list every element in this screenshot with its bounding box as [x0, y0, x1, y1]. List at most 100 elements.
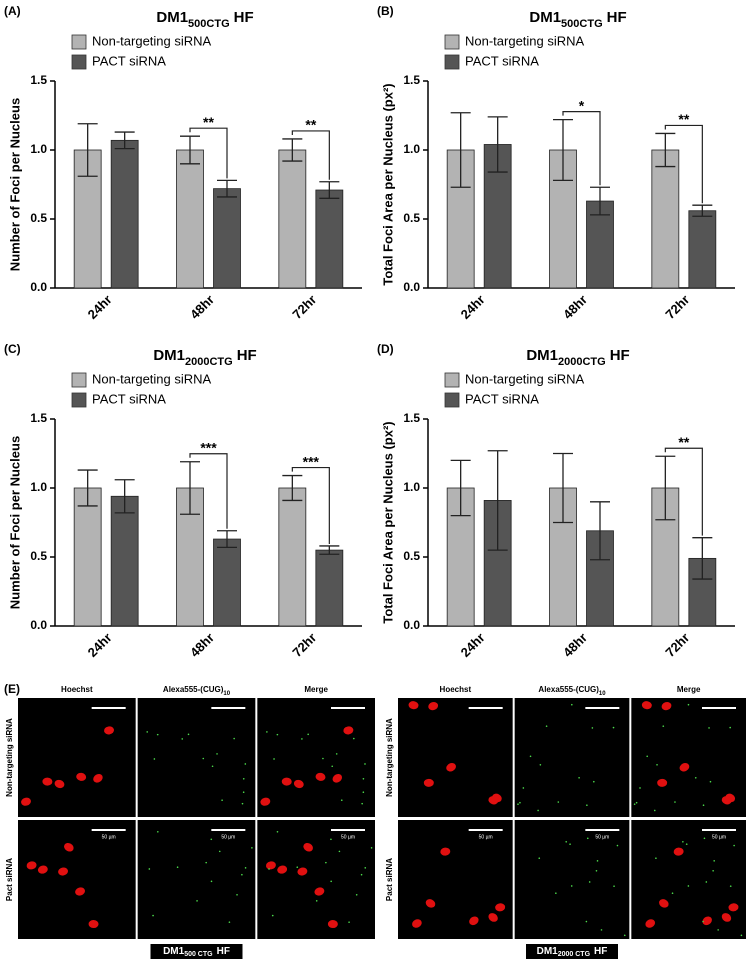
nucleus — [423, 778, 434, 787]
nucleus — [75, 887, 85, 896]
legend-swatch — [71, 54, 87, 70]
foci — [156, 733, 159, 736]
error-bar — [655, 132, 676, 168]
foci — [529, 755, 532, 758]
column-header-text: Alexa555-(CUG) — [538, 685, 599, 694]
foci — [148, 868, 151, 870]
nucleus — [64, 842, 74, 852]
foci — [639, 787, 641, 789]
foci — [228, 921, 231, 923]
error-bar — [217, 179, 237, 198]
nucleus — [728, 903, 739, 912]
y-tick-label: 1.0 — [403, 480, 420, 494]
foci — [153, 758, 156, 760]
row-label: Non-targeting siRNA — [5, 718, 14, 797]
foci — [210, 838, 213, 841]
micrograph — [257, 698, 375, 817]
y-axis-label: Number of Foci per Nucleus — [7, 436, 22, 609]
foci — [708, 727, 710, 729]
panel-label: (A) — [4, 4, 21, 18]
bar — [73, 487, 102, 627]
foci — [241, 873, 243, 876]
error-bar — [553, 452, 573, 524]
y-tick-label: 1.0 — [30, 480, 47, 494]
foci — [338, 850, 341, 853]
foci — [202, 757, 205, 760]
foci — [671, 892, 674, 895]
foci — [276, 733, 279, 736]
foci — [539, 763, 542, 766]
column-header-text: Merge — [677, 685, 701, 694]
nucleus — [54, 779, 65, 789]
foci — [273, 758, 275, 760]
y-tick-label: 0.0 — [30, 280, 47, 294]
foci — [211, 765, 214, 768]
x-tick-label: 72hr — [662, 292, 692, 322]
bar — [315, 549, 344, 627]
nucleus — [428, 701, 439, 711]
foci — [522, 787, 525, 789]
foci — [205, 861, 207, 864]
column-header-text: Alexa555-(CUG) — [163, 685, 224, 694]
error-bar — [319, 545, 340, 555]
chart-title-sub: 500CTG — [561, 18, 603, 30]
nucleus — [408, 701, 419, 710]
bar — [213, 538, 241, 627]
nucleus — [37, 865, 48, 874]
foci — [307, 733, 309, 736]
significance-label: ** — [678, 434, 689, 450]
chart-title: DM1500CTG HF — [529, 9, 626, 30]
chart-title-tail: HF — [237, 347, 257, 364]
nucleus — [412, 919, 422, 928]
nucleus — [673, 847, 684, 856]
micrograph — [514, 820, 630, 939]
micrograph — [18, 820, 136, 939]
foci — [593, 780, 595, 783]
chart-title-sub: 2000CTG — [558, 356, 606, 368]
foci — [662, 725, 665, 727]
scale-label: 50 µm — [221, 834, 235, 840]
column-header-text: Merge — [304, 685, 328, 694]
foci — [218, 850, 221, 853]
chart-title-tail: HF — [234, 9, 254, 26]
foci — [591, 727, 594, 729]
nucleus — [657, 778, 668, 787]
foci — [600, 929, 603, 931]
foci — [703, 837, 706, 840]
foci — [595, 869, 598, 872]
error-bar — [180, 135, 200, 165]
significance-bracket — [664, 447, 703, 536]
y-tick-label: 1.5 — [30, 411, 47, 425]
foci — [569, 843, 571, 845]
foci — [653, 809, 656, 812]
bar — [278, 487, 307, 627]
caption: DM12000 CTG HF — [537, 946, 608, 959]
y-tick-label: 0.0 — [30, 618, 47, 632]
caption-box — [526, 944, 618, 959]
bar — [213, 188, 241, 289]
foci — [216, 753, 218, 755]
x-tick-label: 24hr — [85, 292, 115, 322]
column-header: Hoechst — [440, 685, 472, 694]
caption-main: DM1 — [163, 946, 185, 957]
foci — [565, 840, 568, 843]
nucleus — [332, 773, 343, 783]
chart-title-sub: 2000CTG — [185, 356, 233, 368]
y-tick-label: 0.5 — [30, 211, 47, 225]
panel-label: (D) — [377, 342, 394, 356]
legend-swatch — [444, 54, 460, 70]
foci — [330, 880, 332, 883]
legend-label: PACT siRNA — [465, 53, 539, 68]
foci — [296, 866, 299, 869]
foci — [717, 929, 719, 931]
significance-label: *** — [200, 439, 217, 455]
foci — [322, 757, 324, 760]
y-tick-label: 0.0 — [403, 280, 420, 294]
y-tick-label: 0.5 — [30, 549, 47, 563]
significance-bracket — [189, 453, 228, 529]
foci — [687, 703, 690, 706]
bar — [586, 200, 614, 289]
error-bar — [319, 181, 340, 199]
panel-label: (B) — [377, 4, 394, 18]
